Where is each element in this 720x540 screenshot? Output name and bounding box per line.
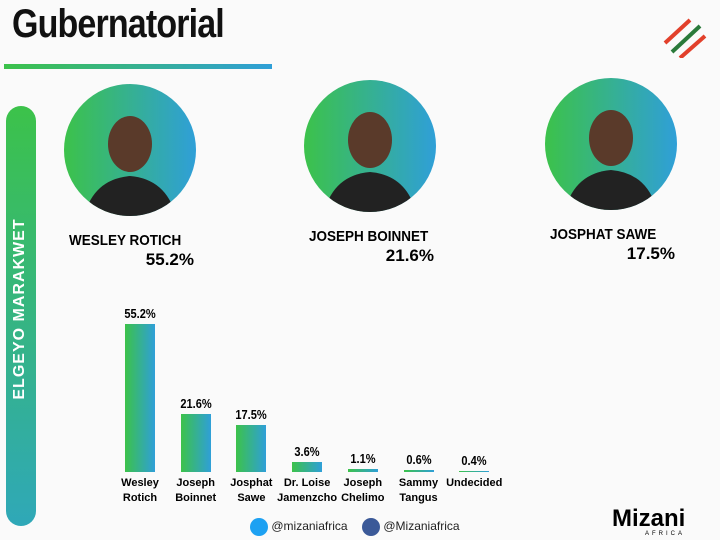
candidate-share: 17.5% bbox=[626, 244, 675, 263]
candidate-photo bbox=[64, 84, 196, 216]
region-banner bbox=[6, 106, 36, 526]
region-label: ELGEYO MARAKWET bbox=[11, 218, 28, 400]
x-tick-label: Josphat Sawe bbox=[230, 477, 273, 504]
facebook-handle: @Mizaniafrica bbox=[362, 518, 460, 536]
bar bbox=[403, 470, 434, 472]
chart-title: Gubernatorial bbox=[12, 2, 225, 46]
candidate-name: JOSEPH BOINNET bbox=[309, 228, 429, 245]
bar bbox=[347, 469, 378, 472]
x-tick-label: Sammy Tangus bbox=[398, 477, 439, 504]
value-label: 21.6% bbox=[180, 396, 212, 412]
candidate-photo bbox=[304, 80, 436, 212]
x-tick-label: Undecided bbox=[446, 477, 503, 489]
candidate-name: WESLEY ROTICH bbox=[69, 232, 182, 249]
candidate-photo bbox=[545, 78, 677, 210]
bar bbox=[236, 425, 267, 472]
bar bbox=[292, 462, 323, 472]
candidate-share: 21.6% bbox=[385, 246, 434, 265]
decoration bbox=[663, 18, 707, 58]
value-label: 3.6% bbox=[294, 444, 320, 460]
twitter-handle: @mizaniafrica bbox=[250, 518, 348, 536]
title-underline bbox=[4, 64, 272, 69]
x-tick-label: Wesley Rotich bbox=[121, 477, 159, 504]
x-tick-label: Joseph Boinnet bbox=[175, 477, 217, 504]
bar bbox=[125, 324, 155, 472]
value-label: 0.4% bbox=[461, 452, 487, 468]
candidate-share: 55.2% bbox=[145, 250, 194, 269]
bar bbox=[459, 470, 490, 472]
value-label: 1.1% bbox=[350, 451, 376, 467]
value-label: 55.2% bbox=[124, 306, 156, 322]
facebook-text: @Mizaniafrica bbox=[383, 519, 460, 534]
brand-logo: Mizani bbox=[612, 505, 686, 532]
value-label: 0.6% bbox=[405, 452, 432, 468]
x-tick-label: Joseph Chelimo bbox=[341, 477, 385, 504]
brand-sub: AFRICA bbox=[645, 531, 686, 537]
candidate-name: JOSPHAT SAWE bbox=[550, 226, 657, 243]
x-tick-label: Dr. Loise Jamenzcho bbox=[277, 477, 338, 504]
twitter-text: @mizaniafrica bbox=[271, 519, 348, 534]
value-label: 17.5% bbox=[235, 407, 268, 423]
bar bbox=[180, 414, 211, 472]
